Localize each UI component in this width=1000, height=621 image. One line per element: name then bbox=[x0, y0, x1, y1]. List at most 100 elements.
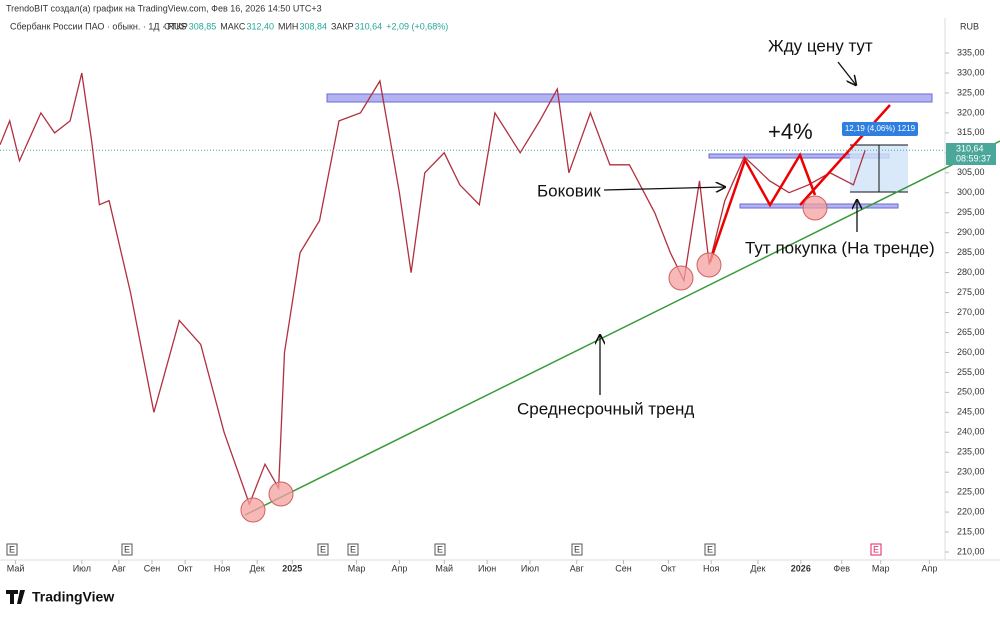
y-tick-label: 300,00 bbox=[957, 187, 985, 197]
arrows bbox=[600, 61, 857, 395]
measure-label: 12,19 (4,06%) 1219 bbox=[845, 124, 916, 133]
y-tick-label: 330,00 bbox=[957, 67, 985, 77]
target-line bbox=[799, 104, 891, 206]
annotation: +4% bbox=[768, 119, 813, 144]
y-tick-label: 285,00 bbox=[957, 247, 985, 257]
touch-point bbox=[696, 252, 722, 278]
event-marker bbox=[870, 543, 882, 556]
event-marker bbox=[571, 543, 583, 556]
x-tick-label: Июл bbox=[73, 563, 91, 573]
y-tick-label: 215,00 bbox=[957, 526, 985, 536]
x-tick-label: Июл bbox=[521, 563, 539, 573]
target-zone bbox=[326, 93, 933, 103]
touch-points bbox=[240, 195, 828, 523]
event-marker bbox=[6, 543, 18, 556]
zigzag bbox=[708, 152, 817, 263]
price-tag-label: 310,64 bbox=[956, 143, 984, 153]
y-tick-label: 255,00 bbox=[957, 367, 985, 377]
y-tick-label: 275,00 bbox=[957, 287, 985, 297]
event-label: E bbox=[437, 544, 443, 554]
event-label: E bbox=[350, 544, 356, 554]
change: +2,09 (+0,68%) bbox=[386, 21, 448, 31]
y-tick-label: 245,00 bbox=[957, 407, 985, 417]
x-tick-label: Мар bbox=[348, 563, 366, 573]
price-tag bbox=[946, 143, 996, 165]
x-tick-label: Фев bbox=[833, 563, 850, 573]
x-tick-label: Июн bbox=[478, 563, 496, 573]
arrow bbox=[603, 187, 725, 190]
annotation: Тут покупка (На тренде) bbox=[745, 238, 935, 257]
countdown: 08:59:37 bbox=[956, 153, 991, 163]
y-tick-label: 290,00 bbox=[957, 227, 985, 237]
x-tick-label: 2026 bbox=[791, 563, 811, 573]
trend-line bbox=[244, 140, 1000, 516]
touch-point bbox=[268, 481, 294, 507]
y-tick-label: 320,00 bbox=[957, 107, 985, 117]
x-tick-label: Апр bbox=[391, 563, 407, 573]
event-marker bbox=[317, 543, 329, 556]
event-marker bbox=[121, 543, 133, 556]
event-label: E bbox=[9, 544, 15, 554]
x-tick-label: Авг bbox=[112, 563, 127, 573]
y-tick-label: 230,00 bbox=[957, 467, 985, 477]
ohlc-label: МАКС bbox=[220, 21, 246, 31]
x-tick-label: Май bbox=[435, 563, 453, 573]
symbol: Сбербанк России ПАО · обыкн. · 1Д · RUS bbox=[10, 21, 187, 31]
price-line bbox=[0, 72, 866, 506]
x-tick-label: 2025 bbox=[282, 563, 302, 573]
y-tick-label: 280,00 bbox=[957, 267, 985, 277]
logo-icon bbox=[6, 590, 25, 604]
y-tick-label: 315,00 bbox=[957, 127, 985, 137]
event-marker bbox=[347, 543, 359, 556]
touch-point bbox=[240, 497, 266, 523]
x-tick-label: Сен bbox=[615, 563, 632, 573]
y-tick-label: 270,00 bbox=[957, 307, 985, 317]
y-tick-label: 220,00 bbox=[957, 506, 985, 516]
y-tick-label: 325,00 bbox=[957, 87, 985, 97]
event-label: E bbox=[574, 544, 580, 554]
y-tick-label: 235,00 bbox=[957, 447, 985, 457]
ohlc-value: 308,84 bbox=[299, 21, 327, 31]
y-tick-label: 225,00 bbox=[957, 487, 985, 497]
y-tick-label: 335,00 bbox=[957, 47, 985, 57]
ohlc: ОТКР 308,85 МАКС 312,40 МИН 308,84 ЗАКР 310,64 +… bbox=[164, 21, 448, 31]
x-tick-label: Дек bbox=[750, 563, 765, 573]
event-label: E bbox=[320, 544, 326, 554]
series bbox=[0, 72, 866, 506]
currency: RUB bbox=[960, 21, 979, 31]
x-tick-label: Мар bbox=[872, 563, 890, 573]
y-tick-label: 305,00 bbox=[957, 167, 985, 177]
event-marker bbox=[434, 543, 446, 556]
y-tick-label: 240,00 bbox=[957, 427, 985, 437]
y-tick-label: 265,00 bbox=[957, 327, 985, 337]
x-tick-label: Ноя bbox=[703, 563, 720, 573]
ohlc-label: ЗАКР bbox=[331, 21, 354, 31]
annotation: Жду цену тут bbox=[768, 36, 873, 55]
y-tick-label: 210,00 bbox=[957, 546, 985, 556]
x-tick-label: Окт bbox=[661, 563, 676, 573]
ohlc-label: ОТКР bbox=[164, 21, 188, 31]
ohlc-label: МИН bbox=[278, 21, 298, 31]
x-tick-label: Дек bbox=[250, 563, 265, 573]
y-tick-label: 250,00 bbox=[957, 387, 985, 397]
x-tick-label: Апр bbox=[921, 563, 937, 573]
annotation: Боковик bbox=[537, 181, 601, 200]
y-tick-label: 260,00 bbox=[957, 347, 985, 357]
event-label: E bbox=[124, 544, 130, 554]
annotation: Среднесрочный тренд bbox=[517, 399, 694, 418]
x-tick-label: Авг bbox=[570, 563, 585, 573]
touch-point bbox=[668, 265, 694, 291]
arrow bbox=[837, 61, 856, 85]
ohlc-value: 310,64 bbox=[355, 21, 383, 31]
footer-logo: TradingView bbox=[32, 589, 114, 605]
ohlc-value: 312,40 bbox=[246, 21, 274, 31]
event-marker bbox=[704, 543, 716, 556]
x-tick-label: Сен bbox=[144, 563, 161, 573]
touch-point bbox=[802, 195, 828, 221]
ohlc-value: 308,85 bbox=[189, 21, 217, 31]
x-tick-label: Май bbox=[7, 563, 25, 573]
event-label: E bbox=[707, 544, 713, 554]
author-line: TrendoBIT создал(а) график на TradingVie… bbox=[6, 3, 322, 13]
